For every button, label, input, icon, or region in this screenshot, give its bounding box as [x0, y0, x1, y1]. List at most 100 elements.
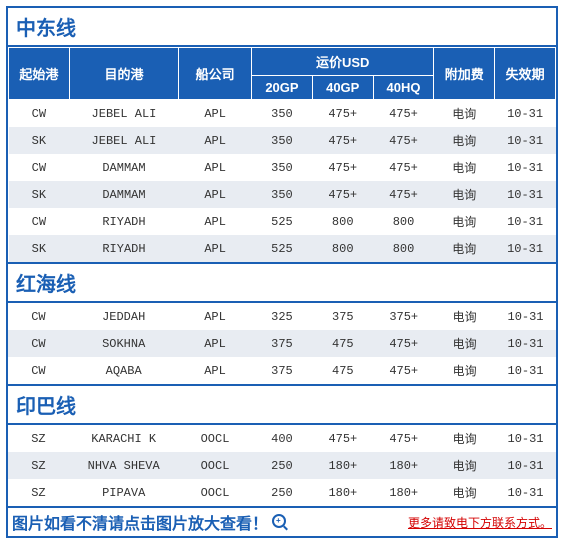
table-cell: APL: [179, 127, 252, 154]
table-cell: SZ: [8, 452, 69, 479]
table-cell: 475: [312, 357, 373, 384]
col-40gp: 40GP: [312, 76, 373, 100]
table-cell: RIYADH: [69, 208, 178, 235]
table-cell: 475+: [373, 330, 434, 357]
table-row: CWRIYADHAPL525800800电询10-31: [9, 208, 556, 235]
table-cell: 电询: [434, 208, 495, 235]
table-cell: 375: [252, 330, 313, 357]
table-cell: APL: [179, 235, 252, 262]
table-cell: CW: [9, 100, 70, 128]
table-cell: KARACHI K: [69, 425, 179, 452]
table-cell: 10-31: [495, 154, 556, 181]
table-cell: 375: [312, 303, 373, 330]
col-origin: 起始港: [9, 48, 70, 100]
table-row: SZNHVA SHEVAOOCL250180+180+电询10-31: [8, 452, 556, 479]
rate-table: CWJEDDAHAPL325375375+电询10-31CWSOKHNAAPL3…: [8, 303, 556, 384]
table-cell: SK: [9, 181, 70, 208]
table-cell: 10-31: [495, 479, 556, 506]
footer-contact-link[interactable]: 更多请致电下方联系方式。: [408, 514, 552, 531]
section-title: 红海线: [8, 262, 556, 303]
table-cell: 电询: [434, 303, 495, 330]
table-cell: 10-31: [495, 425, 556, 452]
table-cell: SZ: [8, 425, 69, 452]
table-cell: CW: [9, 154, 70, 181]
table-cell: DAMMAM: [69, 181, 178, 208]
col-surcharge: 附加费: [434, 48, 495, 100]
magnify-icon[interactable]: +: [272, 514, 288, 530]
table-cell: SZ: [8, 479, 69, 506]
table-cell: 10-31: [495, 181, 556, 208]
table-cell: 10-31: [495, 330, 556, 357]
table-cell: 10-31: [495, 452, 556, 479]
table-cell: APL: [179, 100, 252, 128]
table-cell: 250: [252, 479, 313, 506]
table-cell: 电询: [434, 100, 495, 128]
footer-hint: 图片如看不清请点击图片放大查看！ +: [12, 510, 408, 534]
table-cell: 电询: [434, 235, 495, 262]
table-cell: 475+: [312, 181, 373, 208]
table-cell: 475+: [373, 181, 434, 208]
col-rate-group: 运价USD: [252, 48, 434, 76]
table-cell: 350: [252, 181, 313, 208]
table-cell: CW: [9, 208, 70, 235]
table-cell: 475: [312, 330, 373, 357]
rate-table: SZKARACHI KOOCL400475+475+电询10-31SZNHVA …: [8, 425, 556, 506]
table-cell: CW: [8, 357, 69, 384]
table-cell: 10-31: [495, 100, 556, 128]
table-cell: 375: [252, 357, 313, 384]
table-cell: OOCL: [178, 452, 251, 479]
table-cell: 800: [312, 208, 373, 235]
col-carrier: 船公司: [179, 48, 252, 100]
table-cell: 电询: [434, 425, 495, 452]
table-cell: APL: [179, 208, 252, 235]
table-cell: 250: [252, 452, 313, 479]
table-cell: 10-31: [495, 127, 556, 154]
table-cell: 10-31: [495, 357, 556, 384]
table-cell: 475+: [312, 127, 373, 154]
table-cell: 800: [373, 208, 434, 235]
table-cell: 电询: [434, 181, 495, 208]
table-cell: CW: [8, 303, 69, 330]
table-row: CWJEBEL ALIAPL350475+475+电询10-31: [9, 100, 556, 128]
table-cell: NHVA SHEVA: [69, 452, 179, 479]
table-cell: 475+: [373, 425, 434, 452]
table-cell: 375+: [373, 303, 434, 330]
table-row: SKDAMMAMAPL350475+475+电询10-31: [9, 181, 556, 208]
table-cell: APL: [178, 357, 251, 384]
col-dest: 目的港: [69, 48, 178, 100]
table-cell: 电询: [434, 330, 495, 357]
table-cell: 180+: [312, 479, 373, 506]
table-cell: 475+: [373, 357, 434, 384]
section-title: 中东线: [8, 8, 556, 47]
table-cell: 800: [312, 235, 373, 262]
table-cell: 475+: [373, 100, 434, 128]
table-cell: 525: [252, 235, 313, 262]
table-cell: APL: [179, 154, 252, 181]
table-cell: 180+: [373, 479, 434, 506]
rate-table-container: 中东线起始港目的港船公司运价USD附加费失效期20GP40GP40HQCWJEB…: [6, 6, 558, 538]
table-cell: 电询: [434, 127, 495, 154]
table-cell: 180+: [312, 452, 373, 479]
footer-hint-text: 图片如看不清请点击图片放大查看！: [12, 510, 268, 534]
table-cell: 10-31: [495, 235, 556, 262]
table-cell: 电询: [434, 357, 495, 384]
table-cell: 525: [252, 208, 313, 235]
table-cell: 电询: [434, 452, 495, 479]
table-cell: JEDDAH: [69, 303, 179, 330]
footer-bar: 图片如看不清请点击图片放大查看！ + 更多请致电下方联系方式。: [8, 506, 556, 536]
table-cell: 350: [252, 100, 313, 128]
table-row: CWDAMMAMAPL350475+475+电询10-31: [9, 154, 556, 181]
table-cell: 475+: [312, 425, 373, 452]
table-cell: 电询: [434, 154, 495, 181]
table-row: SKJEBEL ALIAPL350475+475+电询10-31: [9, 127, 556, 154]
table-cell: 10-31: [495, 303, 556, 330]
table-cell: AQABA: [69, 357, 179, 384]
table-cell: APL: [178, 303, 251, 330]
table-cell: 400: [252, 425, 313, 452]
table-cell: APL: [179, 181, 252, 208]
rate-table: 起始港目的港船公司运价USD附加费失效期20GP40GP40HQCWJEBEL …: [8, 47, 556, 262]
table-cell: 180+: [373, 452, 434, 479]
table-row: SZKARACHI KOOCL400475+475+电询10-31: [8, 425, 556, 452]
table-cell: 800: [373, 235, 434, 262]
table-cell: 475+: [312, 100, 373, 128]
